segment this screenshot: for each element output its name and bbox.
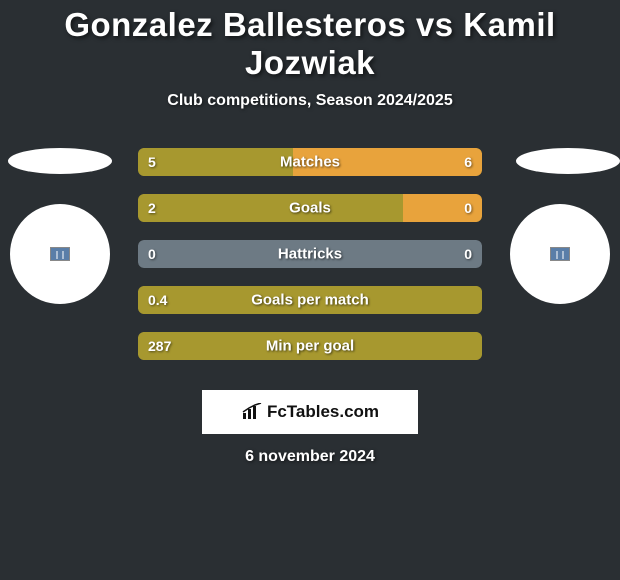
stat-right-value: 6: [464, 154, 472, 170]
stat-left-value: 0: [148, 246, 156, 262]
stat-left-value: 2: [148, 200, 156, 216]
left-player-avatar: [10, 204, 110, 304]
bar-left: [138, 194, 403, 222]
stat-label: Min per goal: [266, 338, 354, 355]
chart-icon: [241, 403, 263, 421]
source-logo: FcTables.com: [202, 390, 418, 434]
logo-label: FcTables.com: [267, 402, 379, 422]
avatar-placeholder-icon: [50, 247, 70, 261]
subtitle: Club competitions, Season 2024/2025: [0, 92, 620, 110]
stat-row-goals: 2 Goals 0: [138, 194, 482, 222]
main-row: 5 Matches 6 2 Goals 0 0 Hattricks 0: [0, 148, 620, 378]
stat-bars: 5 Matches 6 2 Goals 0 0 Hattricks 0: [120, 148, 500, 378]
bar-left: [138, 148, 293, 176]
left-player-col: [0, 148, 120, 304]
stat-left-value: 0.4: [148, 292, 167, 308]
stat-label: Hattricks: [278, 246, 342, 263]
right-flag-placeholder: [516, 148, 620, 174]
stat-label: Goals: [289, 200, 331, 217]
stat-right-value: 0: [464, 200, 472, 216]
stat-row-matches: 5 Matches 6: [138, 148, 482, 176]
stat-row-hattricks: 0 Hattricks 0: [138, 240, 482, 268]
right-player-col: [500, 148, 620, 304]
stat-row-gpm: 0.4 Goals per match: [138, 286, 482, 314]
date-label: 6 november 2024: [0, 448, 620, 466]
logo-text: FcTables.com: [241, 402, 379, 422]
page-title: Gonzalez Ballesteros vs Kamil Jozwiak: [0, 6, 620, 82]
stat-left-value: 5: [148, 154, 156, 170]
right-player-avatar: [510, 204, 610, 304]
stat-label: Goals per match: [251, 292, 369, 309]
comparison-card: Gonzalez Ballesteros vs Kamil Jozwiak Cl…: [0, 0, 620, 466]
avatar-placeholder-icon: [550, 247, 570, 261]
stat-right-value: 0: [464, 246, 472, 262]
stat-row-mpg: 287 Min per goal: [138, 332, 482, 360]
stat-left-value: 287: [148, 338, 171, 354]
stat-label: Matches: [280, 154, 340, 171]
left-flag-placeholder: [8, 148, 112, 174]
